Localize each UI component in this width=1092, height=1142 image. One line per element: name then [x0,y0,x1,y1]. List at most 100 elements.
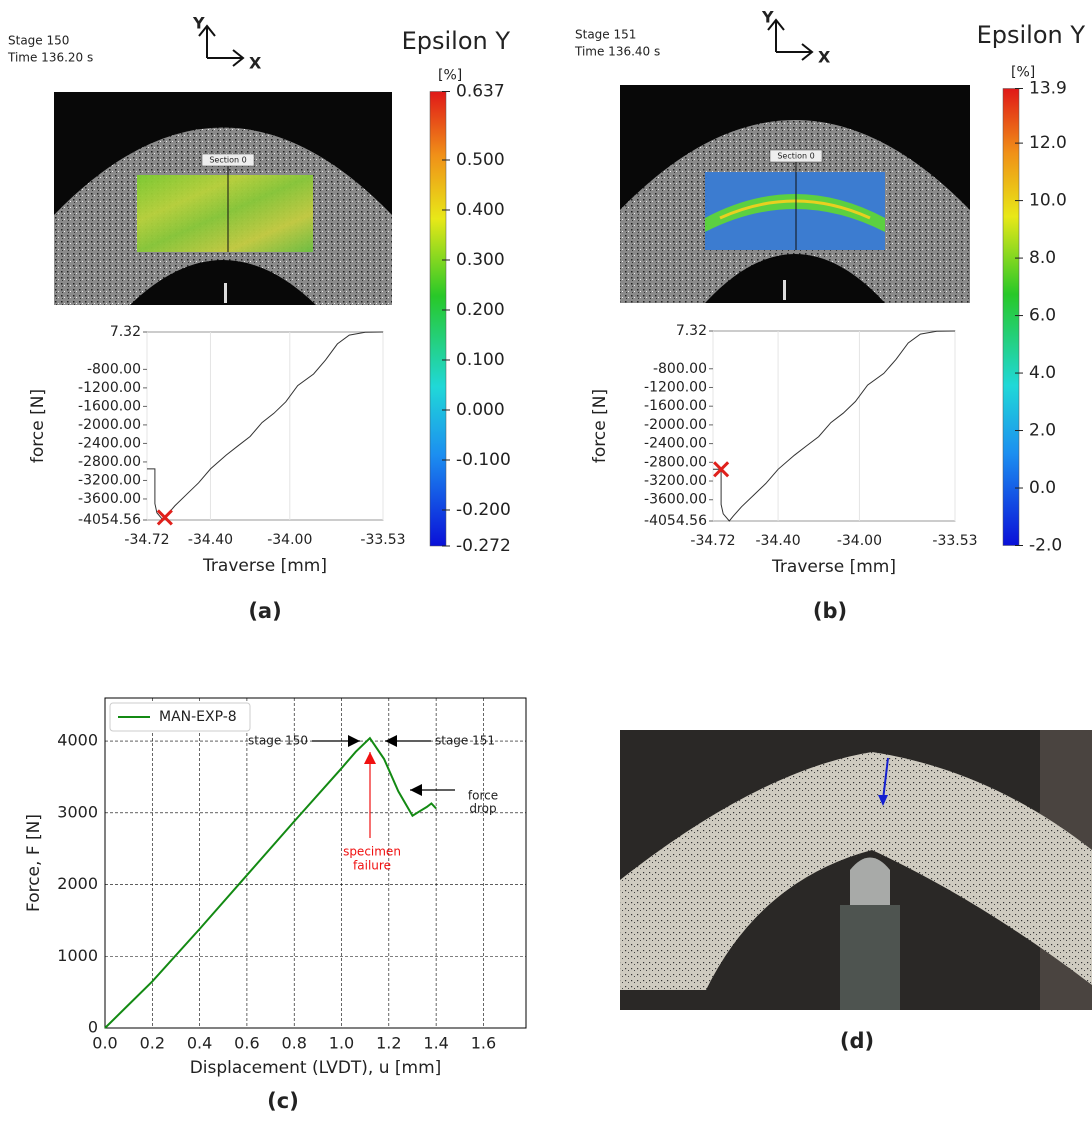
y-axis-label: force [N] [28,389,48,463]
y-tick-label: 2000 [57,874,98,893]
y-tick-label: 7.32 [110,324,141,340]
y-axis-label: Force, F [N] [24,814,44,912]
colorbar-tick-label: 0.300 [456,250,505,270]
x-tick-label: 0.4 [187,1034,212,1053]
y-tick-label: -2800.00 [78,454,141,470]
plot-frame [104,697,527,1029]
axis-glyph-x: X [818,48,831,67]
x-tick-label: 1.2 [376,1034,401,1053]
dic-image-b [620,85,970,303]
annotation-arrow-head [385,735,397,747]
annotation: stage 151 [435,734,495,748]
x-tick-label: -33.53 [932,533,977,549]
colorbar-unit: [%] [1011,65,1035,81]
panel-caption: (d) [840,1029,874,1053]
annotation: force [468,789,498,803]
colorbar-tick-label: 0.637 [456,82,505,102]
y-tick-label: -1200.00 [644,379,707,395]
current-marker [156,509,173,526]
x-tick-label: 1.4 [423,1034,448,1053]
y-tick-label: -2000.00 [78,417,141,433]
plot-frame [712,330,956,522]
colorbar-tick-label: 2.0 [1029,421,1056,441]
x-tick-label: -34.00 [267,532,312,548]
colorbar-tick-label: 0.100 [456,350,505,370]
y-tick-label: -4054.56 [644,513,707,529]
axis-glyph-y: Y [192,14,205,33]
colorbar-tick-label: -0.100 [456,450,511,470]
force-curve [147,331,384,521]
y-tick-label: 4000 [57,731,98,750]
y-tick-label: -3200.00 [78,472,141,488]
y-tick-label: -800.00 [87,361,141,377]
x-tick-label: -34.00 [837,533,882,549]
x-tick-label: 0.2 [140,1034,165,1053]
annotation-arrow-head [364,752,376,764]
y-tick-label: -3200.00 [644,473,707,489]
colorbar-tick-label: -0.272 [456,536,511,556]
x-axis-label: Traverse [mm] [771,557,896,577]
axis-glyph-x: X [249,54,262,73]
colorbar-tick-label: 0.400 [456,200,505,220]
y-tick-label: -3600.00 [78,491,141,507]
y-tick-label: 7.32 [676,323,707,339]
colorbar-tick-label: 10.0 [1029,191,1067,211]
plot-area [105,698,526,1028]
panel-caption: (b) [813,599,847,623]
dic-image-a [54,92,392,305]
y-tick-label: -2800.00 [644,454,707,470]
axis-glyph-y: Y [761,8,774,27]
colorbar-tick-label: 0.0 [1029,478,1056,498]
colorbar-unit: [%] [438,68,462,84]
annotation: specimen [343,845,401,859]
x-tick-label: -33.53 [360,532,405,548]
x-tick-label: 1.6 [471,1034,496,1053]
colorbar [429,91,447,547]
y-tick-label: -2400.00 [78,435,141,451]
legend-box [109,702,251,732]
x-tick-label: 0.8 [281,1034,306,1053]
section-label: Section 0 [777,152,814,161]
current-marker [713,461,730,478]
y-tick-label: -1200.00 [78,380,141,396]
x-axis-label: Displacement (LVDT), u [mm] [190,1058,442,1078]
colorbar-tick-label: 6.0 [1029,306,1056,326]
axis-glyph [767,18,814,61]
annotation: failure [353,859,391,873]
annotation-arrow-head [348,735,360,747]
colorbar-tick-label: 12.0 [1029,133,1067,153]
y-tick-label: -2400.00 [644,436,707,452]
time-label: Time 136.20 s [7,51,93,65]
annotation: stage 150 [248,734,308,748]
series-line [104,736,437,1029]
colorbar [1002,88,1020,546]
x-tick-label: -34.40 [188,532,233,548]
time-label: Time 136.40 s [574,45,660,59]
y-tick-label: -1600.00 [78,398,141,414]
colorbar-tick-label: 4.0 [1029,363,1056,383]
x-tick-label: 0.6 [234,1034,259,1053]
annotation: drop [469,802,496,816]
panel-caption: (c) [267,1089,299,1113]
colorbar-tick-label: 0.500 [456,150,505,170]
panel-caption: (a) [248,599,281,623]
y-tick-label: -3600.00 [644,492,707,508]
y-tick-label: -800.00 [653,361,707,377]
force-curve [713,330,956,522]
legend-label: MAN-EXP-8 [159,709,237,725]
x-tick-label: -34.40 [756,533,801,549]
x-tick-label: -34.72 [690,533,735,549]
stage-label: Stage 150 [8,34,69,48]
axis-glyph [198,24,245,67]
annotation-arrow-head [410,784,422,796]
colorbar-tick-label: -2.0 [1029,536,1062,556]
section-label: Section 0 [209,156,246,165]
colorbar-tick-label: 0.000 [456,400,505,420]
colorbar-tick-label: -0.200 [456,500,511,520]
colorbar-tick-label: 0.200 [456,300,505,320]
x-tick-label: -34.72 [124,532,169,548]
y-tick-label: 3000 [57,802,98,821]
stage-label: Stage 151 [575,28,636,42]
photo-d [620,730,1092,1010]
